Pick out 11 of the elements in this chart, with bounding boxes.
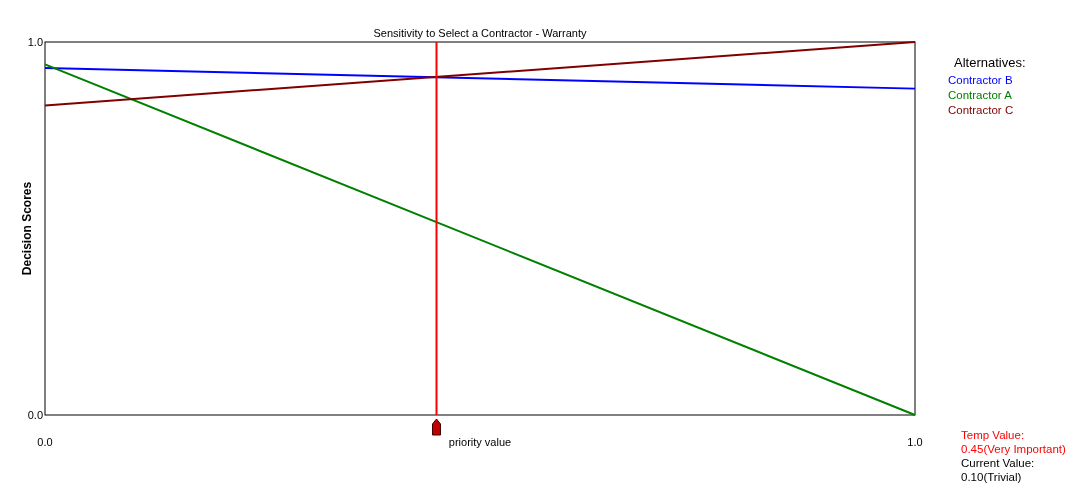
x-axis-title: priority value <box>448 436 512 448</box>
text: Contractor B <box>948 74 1013 86</box>
text: Contractor A <box>948 89 1013 101</box>
text: Current Value: <box>961 457 1035 469</box>
text: Temp Value: <box>961 429 1025 441</box>
text: 0.10(Trivial) <box>961 471 1022 483</box>
legend-title: Alternatives: <box>954 55 1026 70</box>
text: 0.45(Very Important) <box>961 443 1066 455</box>
y-axis-title: Decision Scores <box>20 181 34 276</box>
text: Contractor C <box>948 104 1014 116</box>
chart-title: Sensitivity to Select a Contractor - Warranty <box>373 27 587 39</box>
